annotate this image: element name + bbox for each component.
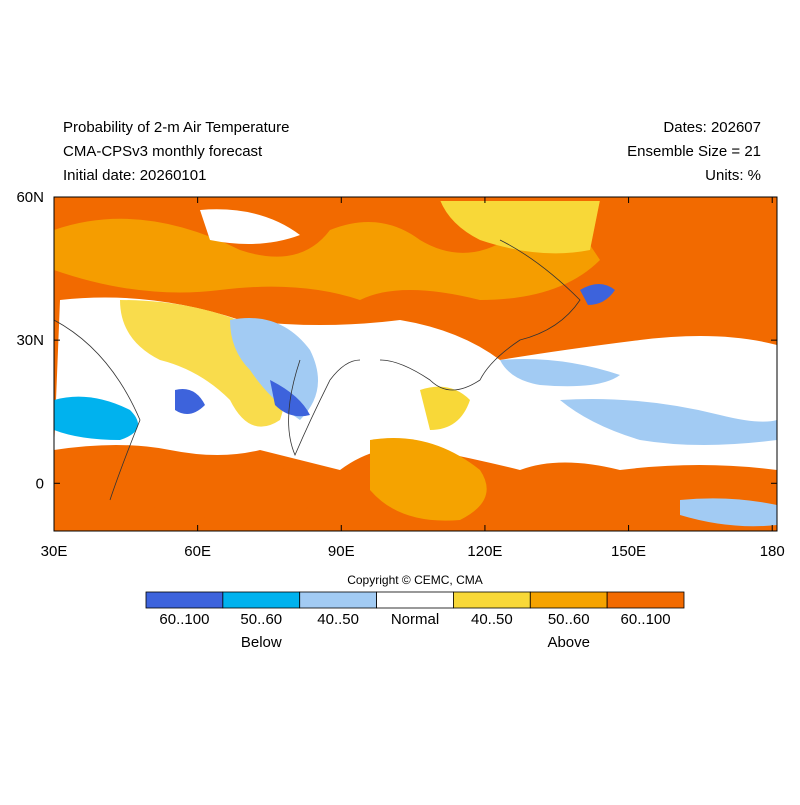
x-tick-label: 180 (760, 543, 785, 560)
title-line: Initial date: 20260101 (63, 167, 206, 184)
x-tick-label: 120E (467, 543, 502, 560)
axes: 30E 60E 90E 120E 150E 180 0 30N 60N (16, 189, 784, 560)
x-tick-label: 60E (184, 543, 211, 560)
info-line: Ensemble Size = 21 (627, 143, 761, 160)
x-tick-label: 150E (611, 543, 646, 560)
legend-label: 40..50 (471, 611, 513, 628)
legend-swatch (222, 591, 301, 609)
copyright: Copyright © CEMC, CMA (347, 573, 483, 587)
x-tick-label: 30E (41, 543, 68, 560)
legend-group: Below (241, 634, 282, 651)
legend: 60..100 50..60 40..50 Normal 40..50 50..60 60.… (145, 591, 685, 651)
title-block: Probability of 2-m Air Temperature CMA-CP… (63, 119, 290, 184)
plot-frame (53, 196, 778, 532)
legend-swatch (376, 591, 454, 609)
legend-swatch (453, 591, 531, 609)
legend-swatch (299, 591, 377, 609)
title-line: CMA-CPSv3 monthly forecast (63, 143, 263, 160)
info-block: Dates: 202607 Ensemble Size = 21 Units: % (627, 119, 761, 184)
legend-swatch (145, 591, 224, 609)
x-tick-label: 90E (328, 543, 355, 560)
legend-label: 40..50 (317, 611, 359, 628)
title-line: Probability of 2-m Air Temperature (63, 119, 290, 136)
info-line: Units: % (705, 167, 761, 184)
y-tick-label: 60N (16, 189, 44, 206)
legend-label: 50..60 (240, 611, 282, 628)
forecast-field (54, 197, 777, 531)
legend-label: 50..60 (548, 611, 590, 628)
legend-label: 60..100 (621, 611, 671, 628)
legend-group: Above (547, 634, 590, 651)
legend-swatch (529, 591, 608, 609)
legend-label: Normal (391, 611, 439, 628)
y-tick-label: 0 (36, 475, 44, 492)
info-line: Dates: 202607 (663, 119, 761, 136)
legend-label: 60..100 (159, 611, 209, 628)
legend-swatch (606, 591, 685, 609)
y-tick-label: 30N (16, 332, 44, 349)
